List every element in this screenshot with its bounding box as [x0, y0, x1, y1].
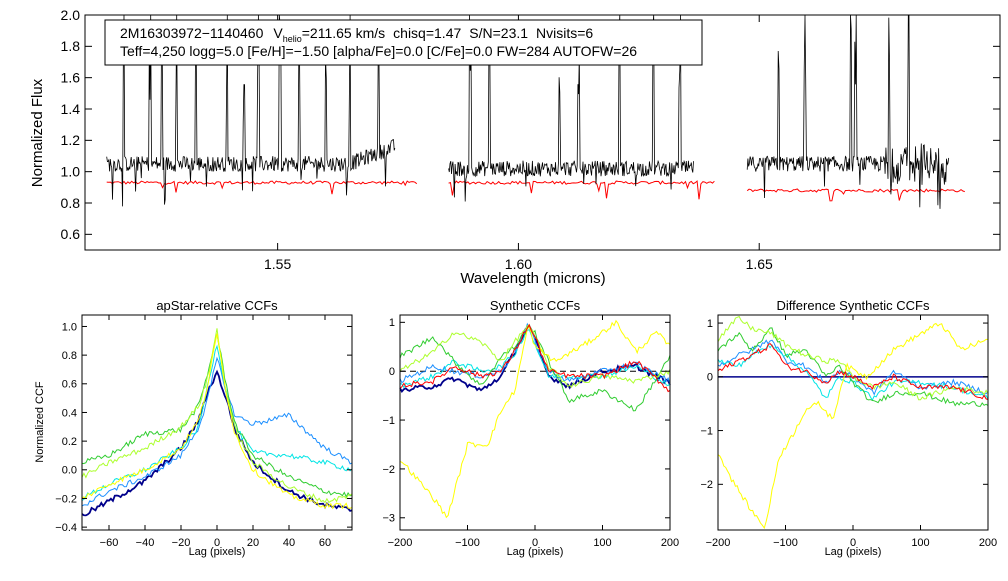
x-tick-label: −40: [136, 537, 155, 549]
spectrum-axes-frame: [84, 14, 1001, 251]
x-tick-label: 100: [911, 537, 929, 549]
y-tick-label: 0.6: [61, 226, 81, 242]
y-tick-label: −0.2: [55, 493, 77, 505]
y-tick-label: 0.8: [61, 195, 81, 211]
x-tick-label: −60: [100, 537, 119, 549]
y-tick-label: 1.0: [62, 321, 77, 333]
y-tick-label: −1: [382, 415, 395, 427]
ccf-series-visit7: [399, 323, 671, 393]
y-tick-label: 0.6: [62, 379, 77, 391]
apstar-ccf-axes-frame: [81, 314, 353, 531]
annotation-box: [104, 19, 703, 66]
y-tick-label: 1.4: [61, 101, 81, 117]
x-tick-label: 40: [283, 537, 295, 549]
difference-ccf-title: Difference Synthetic CCFs: [777, 298, 930, 313]
apstar-ccf-series-group: [81, 328, 353, 517]
ccf-series-visit5: [717, 315, 989, 401]
ccf-series-visit6: [399, 319, 671, 519]
model-spectrum-line: [106, 180, 418, 195]
difference-ccf-ticks: −200 −100 0 100 200 −2 −1 0 1: [700, 315, 997, 549]
ccf-series-visit6: [81, 333, 353, 510]
ccf-series-visit5: [399, 323, 671, 388]
ccf-series-visit4: [399, 325, 671, 412]
spectrum-ticks: 1.55 1.60 1.65 0.6 0.8 1.0 1.2 1.4 1.6 1.8 2.0: [61, 7, 1000, 272]
apstar-ccf-xlabel: Lag (pixels): [189, 546, 246, 558]
ccf-series-visit4: [717, 327, 989, 407]
y-tick-label: 0: [707, 372, 713, 384]
synthetic-ccf-title: Synthetic CCFs: [490, 298, 581, 313]
model-spectrum-line: [448, 180, 715, 200]
x-tick-label: 0: [850, 537, 856, 549]
ccf-series-visit5: [81, 328, 353, 504]
synthetic-ccf-ticks: −200 −100 0 100 200 −3 −2 −1 0 1: [382, 315, 679, 549]
x-tick-label: 20: [247, 537, 259, 549]
y-tick-label: −0.4: [55, 522, 77, 534]
x-tick-label: 100: [593, 537, 611, 549]
ccf-series-visit3: [717, 344, 989, 402]
x-tick-label: 60: [319, 537, 331, 549]
ccf-series-visit1: [81, 369, 353, 517]
ccf-series-visit2: [81, 356, 353, 507]
difference-ccf-xlabel: Lag (pixels): [825, 546, 882, 558]
model-spectrum-line: [746, 188, 965, 202]
y-tick-label: −2: [382, 464, 395, 476]
y-tick-label: −3: [382, 513, 395, 525]
x-tick-label: −100: [455, 537, 480, 549]
apstar-ccf-ticks: −60 −40 −20 0 20 40 60 −0.4 −0.2 0.0 0.2 0.4 0.6 0.8 1…: [55, 315, 352, 549]
y-tick-label: 0.0: [62, 465, 77, 477]
spectrum-ylabel: Normalized Flux: [29, 78, 46, 187]
x-tick-label: −200: [388, 537, 413, 549]
x-tick-label: 1.65: [746, 256, 773, 272]
synthetic-ccf-axes-frame: [399, 314, 671, 531]
x-tick-label: 200: [661, 537, 679, 549]
y-tick-label: −2: [700, 479, 713, 491]
x-tick-label: 0: [532, 537, 538, 549]
difference-ccf-series-group: [717, 315, 989, 530]
y-tick-label: 2.0: [61, 7, 81, 23]
x-tick-label: −20: [172, 537, 191, 549]
apstar-ccf-panel: −60 −40 −20 0 20 40 60 −0.4 −0.2 0.0 0.2 0.4 0.6 0.8 1…: [34, 298, 353, 558]
annotation-line-1: 2M16303972−1140460 Vhelio=211.65 km/s chis…: [120, 25, 593, 44]
apstar-ccf-title: apStar-relative CCFs: [156, 298, 278, 313]
x-tick-label: 0: [214, 537, 220, 549]
x-tick-label: −200: [706, 537, 731, 549]
spectrum-panel: 1.55 1.60 1.65 0.6 0.8 1.0 1.2 1.4 1.6 1.8 2.0 2M1…: [29, 7, 1001, 287]
y-tick-label: 0.4: [62, 407, 77, 419]
ccf-series-visit1: [399, 324, 671, 394]
ccf-series-visit2: [399, 322, 671, 384]
ccf-series-visit6: [717, 322, 988, 530]
annotation-line-2: Teff=4,250 logg=5.0 [Fe/H]=−1.50 [alpha/…: [120, 43, 637, 59]
spectrum-xlabel: Wavelength (microns): [460, 270, 605, 287]
observed-spectrum-line: [746, 14, 950, 209]
apstar-ccf-ylabel: Normalized CCF: [34, 381, 46, 463]
ccf-series-visit7: [717, 342, 989, 400]
y-tick-label: 0.2: [62, 436, 77, 448]
synthetic-ccf-series-group: [399, 319, 671, 519]
y-tick-label: 0.8: [62, 350, 77, 362]
y-tick-label: 1.8: [61, 38, 81, 54]
synthetic-ccf-xlabel: Lag (pixels): [507, 546, 564, 558]
y-tick-label: −1: [700, 425, 713, 437]
x-tick-label: −100: [773, 537, 798, 549]
observed-spectrum-line: [106, 14, 396, 207]
y-tick-label: 1: [707, 318, 713, 330]
x-tick-label: 1.60: [505, 256, 532, 272]
difference-ccf-axes-frame: [717, 314, 989, 531]
y-tick-label: 1.0: [61, 164, 81, 180]
ccf-series-visit3: [81, 344, 353, 501]
y-tick-label: 1.6: [61, 70, 81, 86]
x-tick-label: 200: [979, 537, 997, 549]
synthetic-ccf-panel: −200 −100 0 100 200 −3 −2 −1 0 1 Synthetic CCFs L…: [382, 298, 679, 558]
y-tick-label: 1.2: [61, 132, 81, 148]
x-tick-label: 1.55: [264, 256, 291, 272]
y-tick-label: 0: [389, 366, 395, 378]
y-tick-label: 1: [389, 317, 395, 329]
difference-ccf-panel: −200 −100 0 100 200 −2 −1 0 1 Difference Synthet…: [700, 298, 997, 558]
